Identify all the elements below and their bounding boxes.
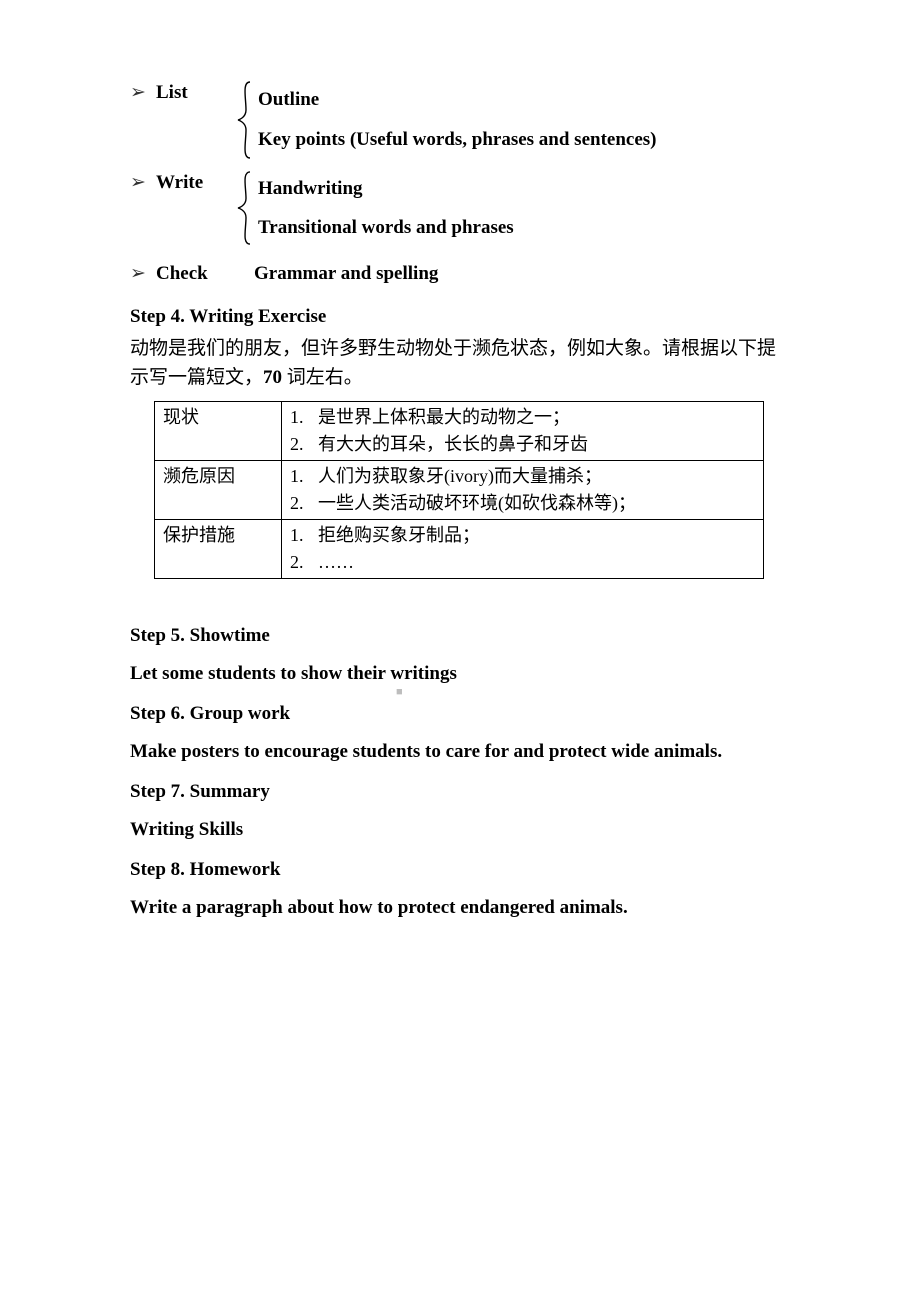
row-label: 濒危原因 xyxy=(155,460,282,519)
brace-group: Outline Key points (Useful words, phrase… xyxy=(236,80,657,160)
item: …… xyxy=(318,549,354,576)
bullet-item: Grammar and spelling xyxy=(254,261,438,288)
table-row: 现状 1.是世界上体积最大的动物之一； 2.有大大的耳朵，长长的鼻子和牙齿 xyxy=(155,401,764,460)
table-row: 保护措施 1.拒绝购买象牙制品； 2.…… xyxy=(155,519,764,578)
bracket-item: Handwriting xyxy=(258,170,514,209)
item: 是世界上体积最大的动物之一； xyxy=(318,404,570,431)
triangle-bullet-icon: ➢ xyxy=(130,261,156,288)
item: 拒绝购买象牙制品； xyxy=(318,522,480,549)
intro-text: 动物是我们的朋友，但许多野生动物处于濒危状态，例如大象。请根据以下提示写一篇短文… xyxy=(130,338,776,388)
bullet-write: ➢ Write Handwriting Transitional words a… xyxy=(130,170,790,247)
bullet-label: List xyxy=(156,80,236,107)
intro-wordcount: 70 xyxy=(263,367,287,388)
bullet-label: Write xyxy=(156,170,236,197)
bracket-item: Transitional words and phrases xyxy=(258,209,514,248)
exercise-table: 现状 1.是世界上体积最大的动物之一； 2.有大大的耳朵，长长的鼻子和牙齿 濒危… xyxy=(154,401,764,579)
intro-tail: 词左右。 xyxy=(287,367,363,388)
row-label: 现状 xyxy=(155,401,282,460)
triangle-bullet-icon: ➢ xyxy=(130,170,156,197)
step6-body: Make posters to encourage students to ca… xyxy=(130,741,790,763)
step4-intro: 动物是我们的朋友，但许多野生动物处于濒危状态，例如大象。请根据以下提示写一篇短文… xyxy=(130,334,790,393)
bullet-check: ➢ Check Grammar and spelling xyxy=(130,261,790,288)
triangle-bullet-icon: ➢ xyxy=(130,80,156,107)
row-items: 1.人们为获取象牙(ivory)而大量捕杀； 2.一些人类活动破坏环境(如砍伐森… xyxy=(282,460,764,519)
row-items: 1.是世界上体积最大的动物之一； 2.有大大的耳朵，长长的鼻子和牙齿 xyxy=(282,401,764,460)
item: 一些人类活动破坏环境(如砍伐森林等)； xyxy=(318,490,636,517)
step4-title: Step 4. Writing Exercise xyxy=(130,306,790,328)
step7-title: Step 7. Summary xyxy=(130,781,790,803)
bracket-item: Outline xyxy=(258,81,657,120)
bracket-item: Key points (Useful words, phrases and se… xyxy=(258,121,657,160)
page: ➢ List Outline Key points (Useful words,… xyxy=(0,0,920,1302)
step6-title: Step 6. Group work xyxy=(130,703,790,725)
item: 人们为获取象牙(ivory)而大量捕杀； xyxy=(318,463,602,490)
left-brace-icon xyxy=(236,80,254,160)
step8-body: Write a paragraph about how to protect e… xyxy=(130,897,790,919)
watermark: ■ xyxy=(396,686,404,698)
item: 有大大的耳朵，长长的鼻子和牙齿 xyxy=(318,431,588,458)
step5-title: Step 5. Showtime xyxy=(130,625,790,647)
brace-group: Handwriting Transitional words and phras… xyxy=(236,170,514,247)
row-items: 1.拒绝购买象牙制品； 2.…… xyxy=(282,519,764,578)
bullet-list: ➢ List Outline Key points (Useful words,… xyxy=(130,80,790,160)
left-brace-icon xyxy=(236,170,254,246)
step5-body: Let some students to show their writings xyxy=(130,663,790,685)
table-row: 濒危原因 1.人们为获取象牙(ivory)而大量捕杀； 2.一些人类活动破坏环境… xyxy=(155,460,764,519)
step7-body: Writing Skills xyxy=(130,819,790,841)
row-label: 保护措施 xyxy=(155,519,282,578)
bullet-label: Check xyxy=(156,261,236,288)
step8-title: Step 8. Homework xyxy=(130,859,790,881)
